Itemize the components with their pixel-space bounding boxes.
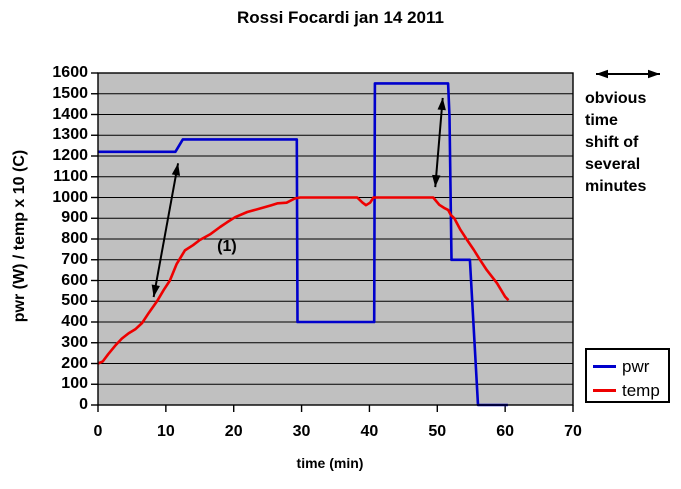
pwr-line-swatch	[593, 364, 616, 368]
x-tick-label: 30	[292, 423, 311, 440]
time-shift-arrow-1	[151, 163, 181, 298]
arrow-shaft	[152, 163, 180, 298]
x-tick-label: 40	[360, 423, 379, 440]
y-tick-label: 500	[61, 292, 88, 310]
y-tick-label: 1500	[52, 84, 88, 102]
y-tick-label: 700	[61, 250, 88, 268]
plot-border	[97, 72, 574, 406]
legend-item-pwr: pwr	[593, 354, 668, 378]
arrow-head	[648, 69, 660, 79]
arrow-head	[171, 163, 181, 176]
y-tick-label: 300	[61, 333, 88, 351]
x-axis-title: time (min)	[296, 455, 364, 471]
note-line: time	[585, 112, 618, 129]
legend: pwr temp	[585, 348, 670, 403]
y-tick-label: 1600	[52, 64, 88, 81]
legend-label-pwr: pwr	[622, 356, 650, 376]
note-line: obvious	[585, 90, 647, 107]
x-tick-label: 50	[428, 423, 447, 440]
y-tick-label: 900	[61, 209, 88, 227]
legend-item-temp: temp	[593, 378, 668, 402]
arrow-head	[437, 97, 446, 111]
y-axis-title: pwr (W) / temp x 10 (C)	[11, 149, 28, 323]
y-tick-label: 1100	[53, 167, 88, 185]
arrow-shaft	[434, 97, 444, 188]
y-tick-label: 200	[61, 354, 88, 372]
note-line: several	[585, 156, 641, 173]
arrow-head	[151, 284, 160, 298]
arrow-head	[596, 69, 608, 79]
y-tick-label: 600	[61, 271, 88, 289]
y-tick-label: 0	[79, 396, 88, 413]
note-line: shift of	[585, 134, 639, 151]
arrow-head	[432, 174, 441, 188]
y-tick-label: 1400	[52, 105, 88, 123]
y-tick-label: 1000	[52, 188, 88, 206]
series-temp-line	[97, 196, 510, 365]
x-tick-label: 10	[156, 423, 175, 440]
y-tick-label: 1200	[52, 147, 88, 164]
annotation-point-label: (1)	[217, 237, 237, 255]
x-tick-label: 60	[496, 423, 515, 440]
note-double-arrow	[596, 69, 660, 79]
chart-title: Rossi Focardi jan 14 2011	[237, 8, 444, 27]
x-tick-label: 0	[93, 423, 103, 440]
time-shift-arrow-2	[432, 97, 446, 188]
y-tick-label: 800	[61, 230, 88, 247]
x-tick-label: 70	[564, 423, 582, 440]
temp-line-swatch	[593, 388, 616, 392]
time-shift-note: obvious time shift of several minutes	[585, 88, 679, 198]
y-tick-label: 100	[61, 375, 88, 393]
x-tick-label: 20	[224, 423, 243, 440]
legend-label-temp: temp	[622, 380, 660, 400]
note-line: minutes	[585, 178, 647, 195]
series-pwr-line	[98, 82, 508, 407]
y-tick-label: 1300	[52, 126, 88, 144]
y-tick-label: 400	[61, 313, 88, 330]
